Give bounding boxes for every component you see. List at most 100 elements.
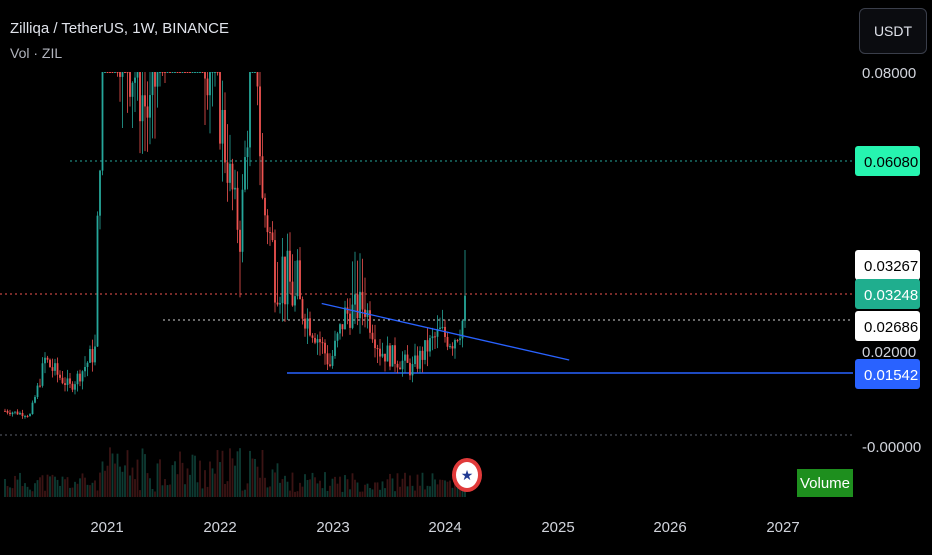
- candle-body: [134, 77, 136, 83]
- candle-body: [194, 72, 196, 73]
- candle-body: [236, 187, 239, 230]
- volume-bar: [419, 485, 421, 497]
- volume-bar: [444, 480, 446, 497]
- candle-body: [151, 72, 154, 96]
- candle-body: [284, 256, 286, 305]
- candle-body: [91, 349, 94, 363]
- candle-body: [34, 397, 36, 403]
- candle-body: [186, 72, 189, 73]
- candle-body: [154, 72, 156, 87]
- candle-body: [454, 340, 456, 349]
- candle-body: [21, 412, 24, 417]
- candle-body: [79, 373, 81, 382]
- candle-body: [224, 109, 226, 163]
- candle-body: [161, 72, 164, 73]
- volume-bar: [186, 468, 189, 497]
- volume-bar: [136, 459, 139, 497]
- volume-bar: [76, 483, 79, 497]
- candle-body: [6, 410, 9, 413]
- candle-body: [61, 377, 64, 384]
- candle-body: [399, 367, 401, 370]
- candle-body: [119, 72, 121, 77]
- candle-body: [339, 324, 341, 334]
- volume-bar: [369, 488, 371, 497]
- currency-button[interactable]: USDT: [859, 8, 927, 54]
- volume-bar: [156, 463, 159, 497]
- candle-body: [121, 72, 124, 77]
- volume-bar: [319, 480, 321, 497]
- candle-body: [441, 326, 444, 328]
- volume-bar: [79, 478, 81, 497]
- candle-body: [156, 72, 159, 87]
- candle-body: [199, 72, 201, 73]
- candle-body: [341, 324, 344, 330]
- candle-body: [306, 318, 309, 329]
- volume-bar: [269, 486, 271, 497]
- candle-body: [26, 416, 29, 418]
- volume-bar: [126, 450, 129, 497]
- volume-bar: [286, 481, 289, 497]
- volume-bar: [89, 485, 91, 497]
- volume-bar: [324, 472, 326, 497]
- candle-body: [89, 349, 91, 363]
- volume-bar: [104, 470, 106, 497]
- candle-body: [319, 339, 321, 343]
- candle-body: [461, 320, 464, 339]
- volume-bar: [396, 473, 399, 497]
- volume-bar: [381, 481, 384, 497]
- candle-body: [114, 72, 116, 73]
- volume-bar: [181, 462, 184, 497]
- us-flag-event-icon[interactable]: ★: [452, 458, 482, 492]
- volume-bar: [26, 486, 29, 497]
- volume-bar: [106, 465, 109, 497]
- volume-bar: [146, 473, 149, 497]
- price-label: 0.03267: [864, 258, 918, 275]
- volume-bar: [394, 491, 396, 497]
- candle-body: [226, 162, 229, 183]
- volume-bar: [6, 486, 9, 497]
- volume-bar: [446, 481, 449, 497]
- volume-bar: [291, 472, 294, 497]
- candle-body: [244, 157, 246, 190]
- volume-bar: [321, 488, 324, 497]
- candle-body: [374, 339, 376, 349]
- volume-bar: [336, 483, 339, 497]
- candle-body: [246, 147, 249, 158]
- volume-badge[interactable]: Volume: [797, 469, 853, 497]
- candle-body: [349, 313, 351, 328]
- candle-body: [426, 340, 429, 352]
- candle-body: [266, 215, 269, 233]
- volume-bar: [224, 483, 226, 497]
- candle-body: [56, 363, 59, 375]
- candle-body: [81, 371, 84, 382]
- volume-bar: [154, 491, 156, 497]
- volume-bar: [451, 487, 454, 497]
- volume-bar: [314, 477, 316, 497]
- volume-bar: [131, 467, 134, 497]
- volume-bar: [246, 483, 249, 497]
- volume-bar: [331, 478, 334, 497]
- volume-bar: [199, 460, 201, 497]
- candle-body: [394, 345, 396, 364]
- volume-bar: [439, 479, 441, 497]
- candle-body: [381, 353, 384, 357]
- volume-bar: [426, 485, 429, 497]
- volume-bar: [184, 484, 186, 497]
- volume-bar: [266, 487, 269, 497]
- volume-bar: [361, 491, 364, 497]
- volume-bar: [309, 479, 311, 497]
- candle-body: [379, 348, 381, 357]
- volume-bar: [216, 450, 219, 497]
- volume-bar: [144, 454, 146, 497]
- volume-bar: [414, 490, 416, 497]
- candle-body: [326, 353, 329, 365]
- candle-body: [439, 327, 441, 330]
- y-tick-label: 0.08000: [862, 65, 916, 82]
- candle-body: [11, 412, 14, 415]
- candle-body: [234, 187, 236, 190]
- candle-body: [51, 367, 54, 371]
- candle-body: [256, 72, 259, 87]
- candle-body: [424, 340, 426, 360]
